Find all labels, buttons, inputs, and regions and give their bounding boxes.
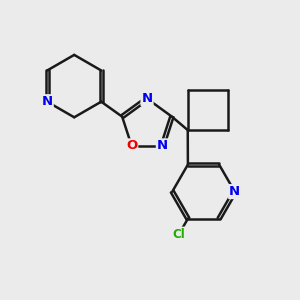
Text: N: N (229, 185, 240, 198)
Text: O: O (126, 140, 137, 152)
Text: Cl: Cl (172, 228, 185, 241)
Text: N: N (142, 92, 153, 105)
Text: N: N (42, 95, 53, 108)
Text: N: N (157, 140, 168, 152)
